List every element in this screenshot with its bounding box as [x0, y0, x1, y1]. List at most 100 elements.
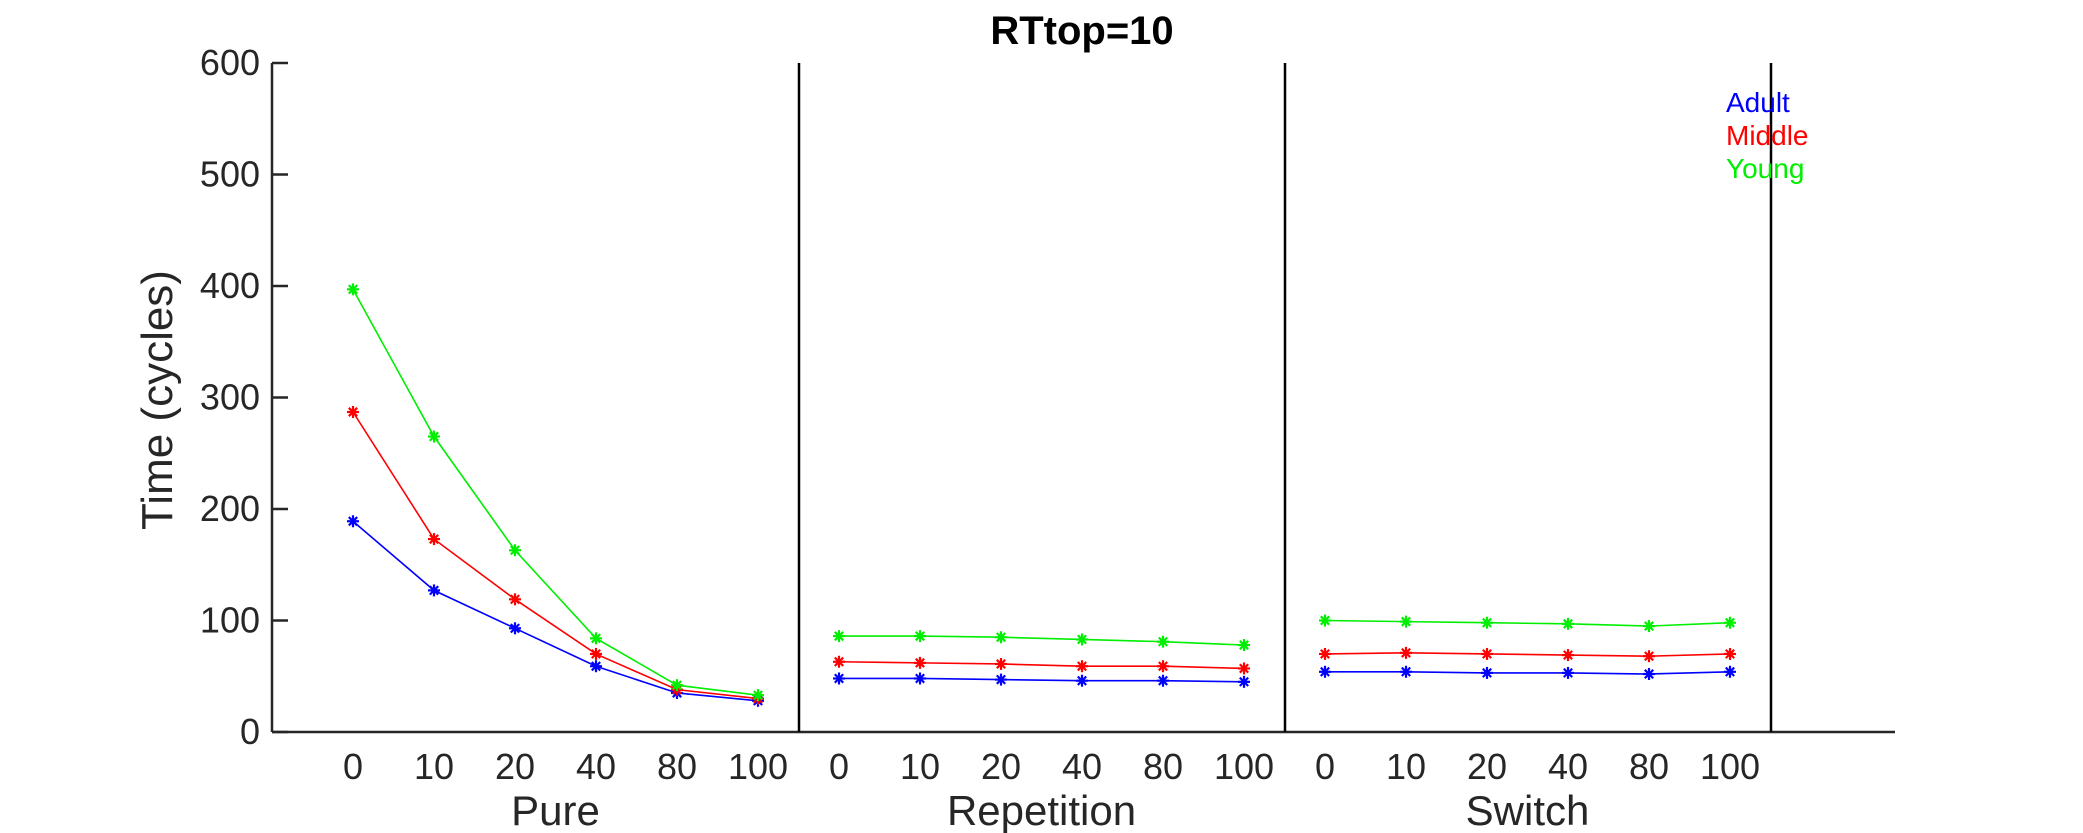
data-point: [590, 632, 602, 645]
data-point: [1643, 620, 1655, 633]
data-point: [509, 544, 521, 557]
data-point: [1157, 674, 1169, 687]
data-point: [1238, 662, 1250, 675]
series-line: [839, 635, 1245, 646]
data-point: [428, 430, 440, 443]
data-point: [1400, 665, 1412, 678]
x-tick-label: 40: [576, 746, 616, 787]
data-point: [1481, 647, 1493, 660]
data-point: [1724, 665, 1736, 678]
legend-entry: Adult: [1726, 87, 1790, 118]
data-point: [428, 533, 440, 546]
y-tick-label: 100: [200, 600, 260, 641]
x-tick-label: 40: [1548, 746, 1588, 787]
data-point: [590, 647, 602, 660]
x-tick-label: 40: [1062, 746, 1102, 787]
y-tick-label: 300: [200, 377, 260, 418]
x-tick-label: 20: [495, 746, 535, 787]
data-point: [1238, 675, 1250, 688]
data-point: [833, 655, 845, 668]
x-tick-label: 0: [829, 746, 849, 787]
x-tick-label: 80: [1143, 746, 1183, 787]
group-label: Switch: [1466, 787, 1590, 833]
data-point: [914, 672, 926, 685]
x-tick-label: 20: [981, 746, 1021, 787]
legend-entry: Young: [1726, 153, 1804, 184]
data-point: [1562, 649, 1574, 662]
data-point: [1481, 666, 1493, 679]
data-point: [1319, 647, 1331, 660]
group-label: Repetition: [947, 787, 1136, 833]
group-labels: Pure Repetition Switch: [511, 787, 1589, 833]
x-tick-label: 0: [1315, 746, 1335, 787]
data-point: [1076, 660, 1088, 673]
data-point: [1643, 668, 1655, 681]
data-point: [995, 657, 1007, 670]
data-point: [1562, 617, 1574, 630]
data-point: [347, 405, 359, 418]
data-point: [1238, 639, 1250, 652]
data-point: [1400, 646, 1412, 659]
data-point: [1724, 647, 1736, 660]
data-point: [1076, 633, 1088, 646]
x-tick-label: 20: [1467, 746, 1507, 787]
x-tick-label: 0: [343, 746, 363, 787]
series-line: [352, 411, 759, 700]
x-tick-label: 10: [414, 746, 454, 787]
x-tick-label: 10: [900, 746, 940, 787]
data-point: [1076, 674, 1088, 687]
y-tick-label: 400: [200, 265, 260, 306]
data-point: [1562, 666, 1574, 679]
data-point: [1643, 650, 1655, 663]
data-point: [671, 679, 683, 692]
data-point: [1481, 616, 1493, 629]
data-point: [1724, 616, 1736, 629]
series-line: [1325, 670, 1731, 675]
data-point: [1400, 615, 1412, 628]
data-point: [914, 656, 926, 669]
x-tick-label: 80: [657, 746, 697, 787]
x-tick-label: 100: [1700, 746, 1760, 787]
data-point: [509, 622, 521, 635]
series-line: [839, 677, 1245, 683]
group-dividers: [797, 63, 1773, 732]
y-axis-label: Time (cycles): [133, 270, 182, 530]
series-line: [1324, 652, 1731, 657]
x-tick-label: 10: [1386, 746, 1426, 787]
series-line: [352, 288, 759, 696]
data-point: [1157, 635, 1169, 648]
legend-entry: Middle: [1726, 120, 1808, 151]
data-point: [1319, 665, 1331, 678]
data-point: [1319, 614, 1331, 627]
data-point: [347, 515, 359, 528]
data-point: [590, 660, 602, 673]
data-point: [833, 630, 845, 643]
data-point: [995, 631, 1007, 644]
data-point: [833, 672, 845, 685]
y-tick-label: 500: [200, 154, 260, 195]
data-point: [995, 673, 1007, 686]
series-line: [352, 520, 759, 702]
plot-area: [347, 283, 1736, 707]
x-tick-label: 100: [1214, 746, 1274, 787]
y-tick-label: 600: [200, 42, 260, 83]
x-tick-label: 80: [1629, 746, 1669, 787]
x-tick-label: 100: [728, 746, 788, 787]
series-young: [347, 283, 1736, 702]
data-point: [428, 584, 440, 597]
data-point: [1157, 660, 1169, 673]
data-point: [914, 630, 926, 643]
data-point: [347, 283, 359, 296]
data-point: [509, 593, 521, 606]
series-line: [1324, 619, 1731, 627]
data-point: [752, 689, 764, 702]
series-line: [838, 660, 1245, 670]
series-adult: [347, 515, 1736, 707]
chart-title: RTtop=10: [990, 9, 1173, 53]
y-tick-label: 200: [200, 488, 260, 529]
y-tick-label: 0: [240, 711, 260, 752]
series-middle: [347, 405, 1736, 705]
